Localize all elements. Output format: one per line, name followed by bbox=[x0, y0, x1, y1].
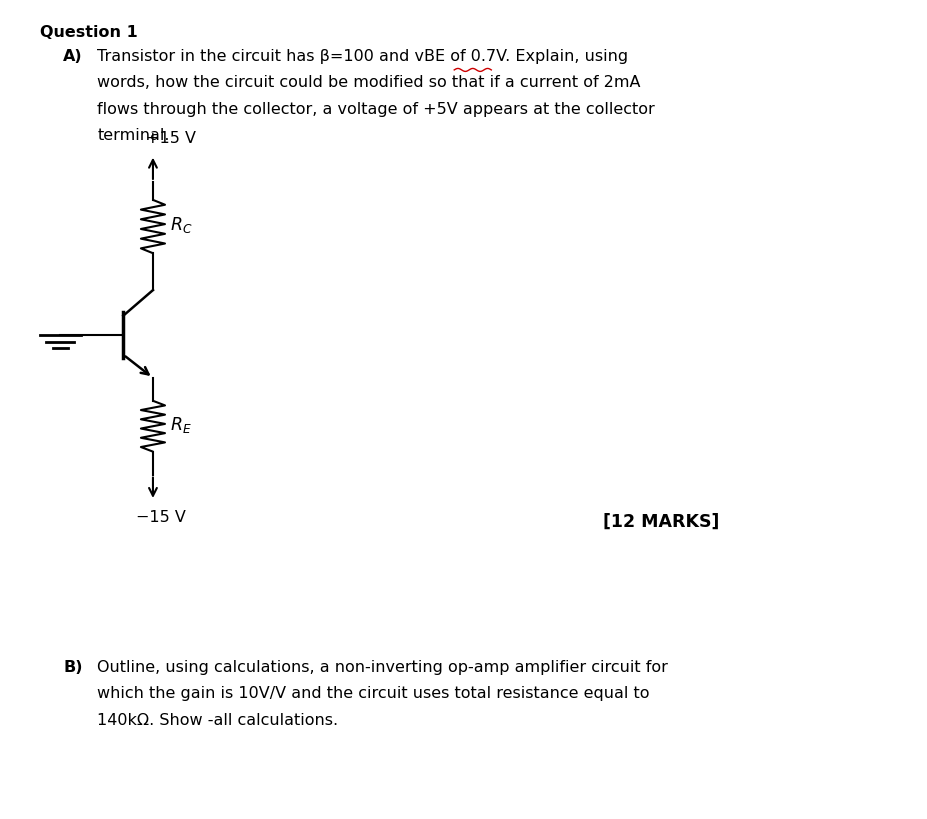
Text: Transistor in the circuit has β=100 and vBE of 0.7V. Explain, using: Transistor in the circuit has β=100 and … bbox=[97, 49, 629, 64]
Text: 140kΩ. Show -all calculations.: 140kΩ. Show -all calculations. bbox=[97, 712, 338, 726]
Text: $R_C$: $R_C$ bbox=[170, 215, 192, 235]
Text: Question 1: Question 1 bbox=[40, 25, 137, 39]
Text: B): B) bbox=[63, 659, 83, 674]
Text: which the gain is 10V/V and the circuit uses total resistance equal to: which the gain is 10V/V and the circuit … bbox=[97, 686, 650, 700]
Text: [12 MARKS]: [12 MARKS] bbox=[603, 512, 719, 530]
Text: Outline, using calculations, a non-inverting op-amp amplifier circuit for: Outline, using calculations, a non-inver… bbox=[97, 659, 668, 674]
Text: $R_E$: $R_E$ bbox=[170, 414, 191, 434]
Text: words, how the circuit could be modified so that if a current of 2mA: words, how the circuit could be modified… bbox=[97, 75, 641, 90]
Text: terminal.: terminal. bbox=[97, 128, 170, 143]
Text: A): A) bbox=[63, 49, 83, 64]
Text: +15 V: +15 V bbox=[146, 131, 197, 146]
Text: flows through the collector, a voltage of +5V appears at the collector: flows through the collector, a voltage o… bbox=[97, 102, 655, 116]
Text: −15 V: −15 V bbox=[136, 509, 186, 524]
